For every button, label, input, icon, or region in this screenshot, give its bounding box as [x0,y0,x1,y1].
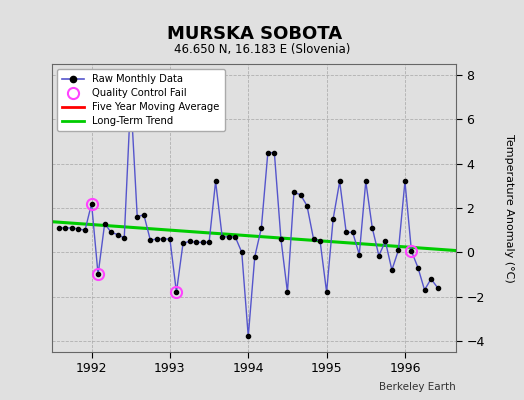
Legend: Raw Monthly Data, Quality Control Fail, Five Year Moving Average, Long-Term Tren: Raw Monthly Data, Quality Control Fail, … [58,69,225,131]
Text: Berkeley Earth: Berkeley Earth [379,382,456,392]
Y-axis label: Temperature Anomaly (°C): Temperature Anomaly (°C) [504,134,514,282]
Title: MURSKA SOBOTA: MURSKA SOBOTA [167,25,342,43]
Text: 46.650 N, 16.183 E (Slovenia): 46.650 N, 16.183 E (Slovenia) [174,44,350,56]
